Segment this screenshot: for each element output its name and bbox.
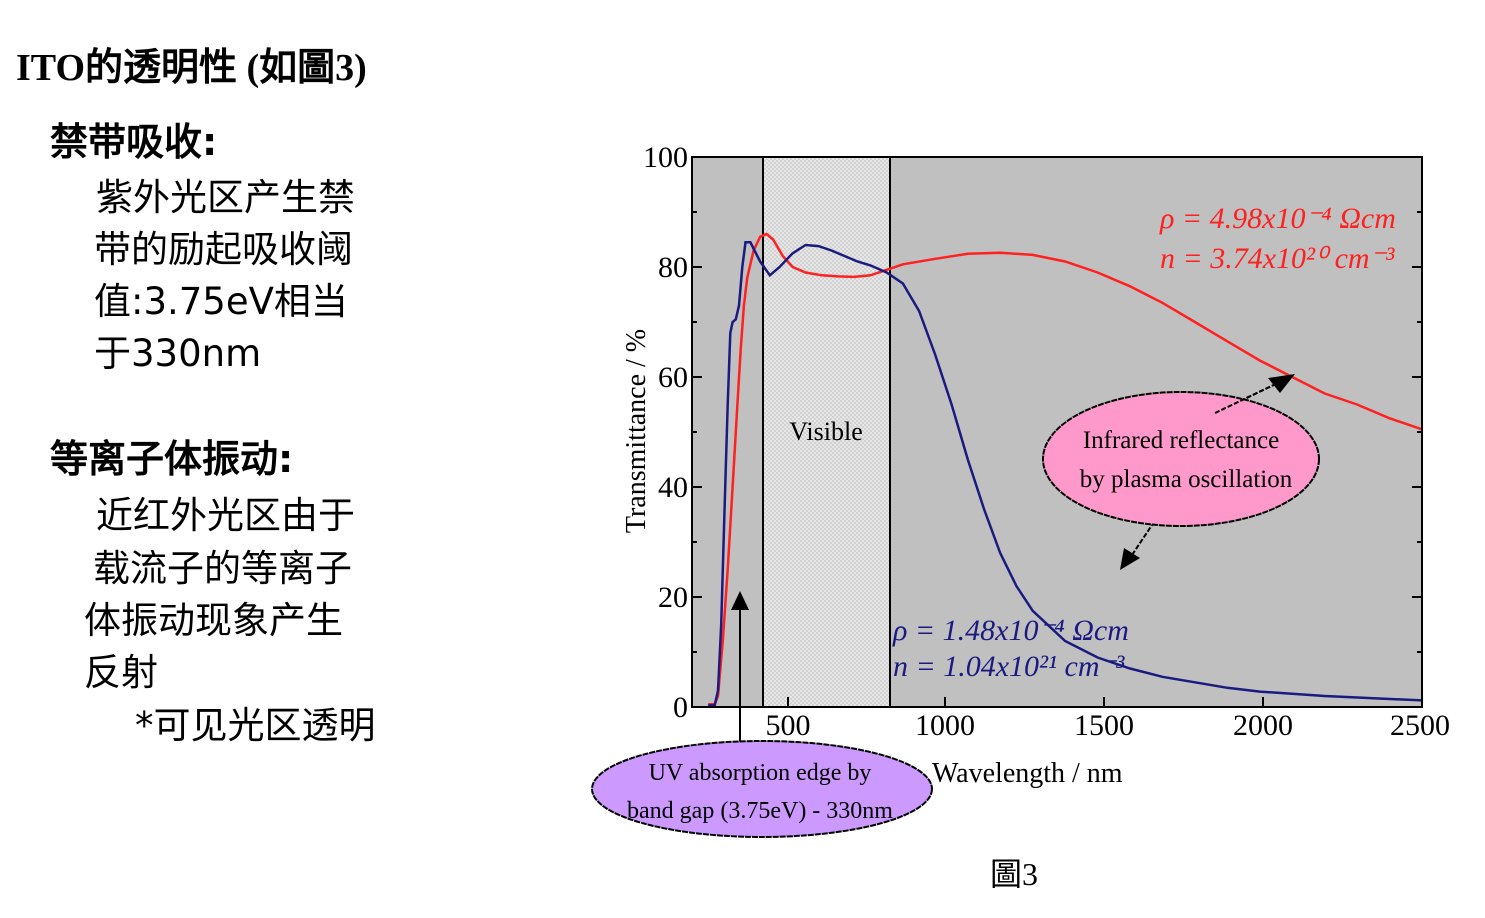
x-tick-label: 1000 <box>915 709 975 742</box>
y-tick-label: 60 <box>658 361 688 394</box>
series-1-label-line-1: ρ = 4.98x10⁻⁴ Ωcm <box>1159 202 1396 235</box>
series-2-label-line-1: ρ = 1.48x10⁻⁴ Ωcm <box>892 614 1129 647</box>
visible-region-label: Visible <box>789 417 863 446</box>
plasma-line-2: 载流子的等离子 <box>93 547 352 590</box>
uv-annotation: UV absorption edge by band gap (3.75eV) … <box>591 591 933 838</box>
figure-caption: 圖3 <box>990 856 1039 892</box>
series-lines <box>708 232 1422 707</box>
series-1-label-line-2: n = 3.74x10²⁰ cm⁻³ <box>1160 242 1395 275</box>
y-tick-label: 20 <box>658 581 688 614</box>
x-tick-label: 2500 <box>1390 709 1450 742</box>
y-tick-label: 100 <box>643 141 688 174</box>
plasma-line-4: 反射 <box>84 651 158 694</box>
plasma-line-3: 体振动现象产生 <box>84 599 343 642</box>
axis-ticks: 0 20 40 60 80 100 500 1000 1500 2000 2500 <box>643 141 1450 742</box>
series-1-label: ρ = 4.98x10⁻⁴ Ωcm n = 3.74x10²⁰ cm⁻³ <box>1159 202 1396 275</box>
series-2-label: ρ = 1.48x10⁻⁴ Ωcm n = 1.04x10²¹ cm⁻³ <box>892 614 1129 683</box>
arrow-down-left-icon <box>1120 548 1140 570</box>
infrared-annotation-line-2: by plasma oscillation <box>1080 466 1293 493</box>
series-2-label-line-2: n = 1.04x10²¹ cm⁻³ <box>893 650 1125 683</box>
series-line-1 <box>708 232 1422 706</box>
series-line-2 <box>708 241 1422 707</box>
band-absorption-line-2: 带的励起吸收阈 <box>94 228 353 271</box>
x-tick-label: 500 <box>766 709 811 742</box>
section-heading-plasma-oscillation: 等离子体振动: <box>50 437 294 481</box>
y-axis-label: Transmittance / % <box>621 329 652 533</box>
uv-annotation-line-2: band gap (3.75eV) - 330nm <box>627 798 893 824</box>
uv-annotation-line-1: UV absorption edge by <box>649 760 872 786</box>
slide-title: ITO的透明性 (如圖3) <box>16 47 367 89</box>
infrared-annotation: Infrared reflectance by plasma oscillati… <box>1042 374 1320 570</box>
x-tick-label: 1500 <box>1074 709 1134 742</box>
y-tick-label: 0 <box>673 691 688 724</box>
x-tick-label: 2000 <box>1233 709 1293 742</box>
y-tick-label: 40 <box>658 471 688 504</box>
band-absorption-line-4: 于330nm <box>94 332 262 375</box>
infrared-annotation-line-1: Infrared reflectance <box>1083 427 1279 454</box>
band-absorption-line-3: 值:3.75eV相当 <box>94 280 348 323</box>
arrow-up-icon <box>731 591 749 610</box>
y-tick-label: 80 <box>658 251 688 284</box>
arrow-up-right-icon <box>1268 374 1295 393</box>
visible-transparent-note: *可见光区透明 <box>135 704 376 747</box>
x-axis-label: Wavelength / nm <box>932 758 1123 789</box>
section-heading-band-absorption: 禁带吸收: <box>50 120 218 164</box>
plasma-line-1: 近红外光区由于 <box>96 494 355 537</box>
band-absorption-line-1: 紫外光区产生禁 <box>96 176 355 219</box>
